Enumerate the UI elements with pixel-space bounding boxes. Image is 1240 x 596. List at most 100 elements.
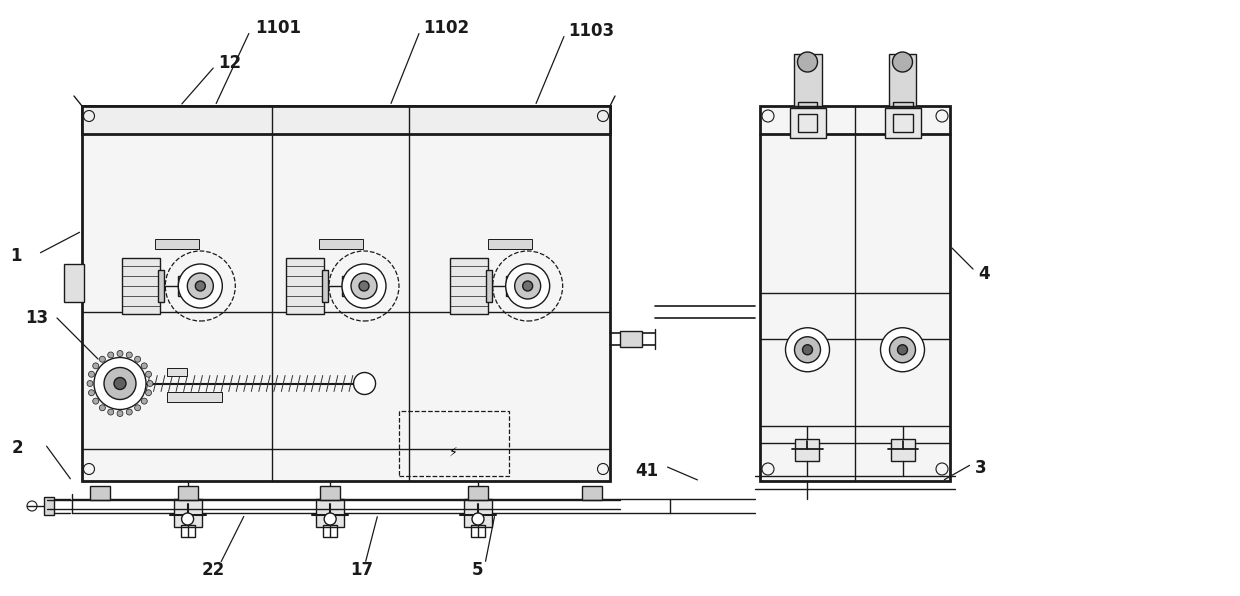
Circle shape (802, 344, 812, 355)
Text: 1101: 1101 (255, 19, 301, 37)
Circle shape (145, 390, 151, 396)
Circle shape (135, 405, 140, 411)
Bar (506, 276, 516, 296)
Text: 5: 5 (472, 561, 484, 579)
Bar (893, 114, 913, 132)
Circle shape (93, 363, 99, 369)
Circle shape (196, 281, 206, 291)
Bar (796, 439, 820, 461)
Bar (123, 258, 160, 314)
Bar (181, 525, 195, 537)
Circle shape (795, 337, 821, 363)
Circle shape (126, 352, 133, 358)
Bar (467, 486, 489, 500)
Bar (319, 238, 363, 249)
Circle shape (114, 377, 126, 390)
Bar (167, 368, 187, 375)
Bar (179, 276, 188, 296)
Circle shape (88, 390, 94, 396)
Circle shape (351, 273, 377, 299)
Circle shape (117, 350, 123, 356)
Circle shape (785, 328, 830, 372)
Bar (342, 276, 352, 296)
Bar (174, 499, 202, 527)
Bar (82, 106, 610, 134)
Bar (324, 525, 337, 537)
Bar (155, 238, 200, 249)
Circle shape (342, 264, 386, 308)
Bar (320, 486, 340, 500)
Circle shape (93, 398, 99, 404)
Bar (582, 486, 601, 500)
Bar (486, 270, 492, 302)
Text: 17: 17 (350, 561, 373, 579)
Circle shape (181, 513, 193, 525)
Circle shape (472, 513, 484, 525)
Circle shape (108, 352, 114, 358)
Bar (464, 499, 492, 527)
Circle shape (515, 273, 541, 299)
Bar (487, 238, 532, 249)
Bar (471, 525, 485, 537)
Circle shape (523, 281, 533, 291)
Text: 1103: 1103 (568, 22, 614, 40)
Circle shape (104, 368, 136, 399)
Bar (884, 108, 920, 138)
Bar (890, 439, 915, 461)
Circle shape (135, 356, 140, 362)
Text: 1102: 1102 (423, 19, 469, 37)
Circle shape (324, 513, 336, 525)
Circle shape (179, 264, 222, 308)
Text: 1: 1 (10, 247, 21, 265)
Bar (760, 106, 950, 481)
Circle shape (141, 363, 148, 369)
Bar (790, 108, 826, 138)
Circle shape (898, 344, 908, 355)
Bar (82, 106, 610, 481)
Bar (177, 486, 197, 500)
Bar (797, 114, 817, 132)
Text: 2: 2 (12, 439, 24, 457)
Bar (91, 486, 110, 500)
Bar (450, 258, 487, 314)
Text: 12: 12 (218, 54, 241, 72)
Circle shape (108, 409, 114, 415)
Bar (399, 411, 508, 476)
Bar (64, 264, 84, 302)
Bar (794, 54, 821, 106)
Text: ⚡: ⚡ (449, 445, 458, 458)
Bar (893, 102, 913, 108)
Bar (316, 499, 345, 527)
Circle shape (797, 52, 817, 72)
Circle shape (360, 281, 370, 291)
Circle shape (99, 405, 105, 411)
Text: 41: 41 (635, 462, 658, 480)
Circle shape (893, 52, 913, 72)
Text: 22: 22 (202, 561, 226, 579)
Circle shape (889, 337, 915, 363)
Circle shape (353, 372, 376, 395)
Circle shape (99, 356, 105, 362)
Circle shape (148, 380, 153, 386)
Bar (797, 102, 817, 108)
Circle shape (145, 371, 151, 377)
Bar (43, 497, 55, 515)
Text: 3: 3 (975, 459, 987, 477)
Circle shape (88, 371, 94, 377)
Bar (889, 54, 916, 106)
Bar (167, 392, 222, 402)
Circle shape (506, 264, 549, 308)
Bar (159, 270, 165, 302)
Bar (322, 270, 329, 302)
Circle shape (87, 380, 93, 386)
Bar (286, 258, 324, 314)
Circle shape (94, 358, 146, 409)
Circle shape (880, 328, 925, 372)
Circle shape (117, 411, 123, 417)
Circle shape (187, 273, 213, 299)
Text: 13: 13 (25, 309, 48, 327)
Text: 4: 4 (978, 265, 990, 283)
Circle shape (126, 409, 133, 415)
Circle shape (141, 398, 148, 404)
Bar (620, 331, 642, 346)
